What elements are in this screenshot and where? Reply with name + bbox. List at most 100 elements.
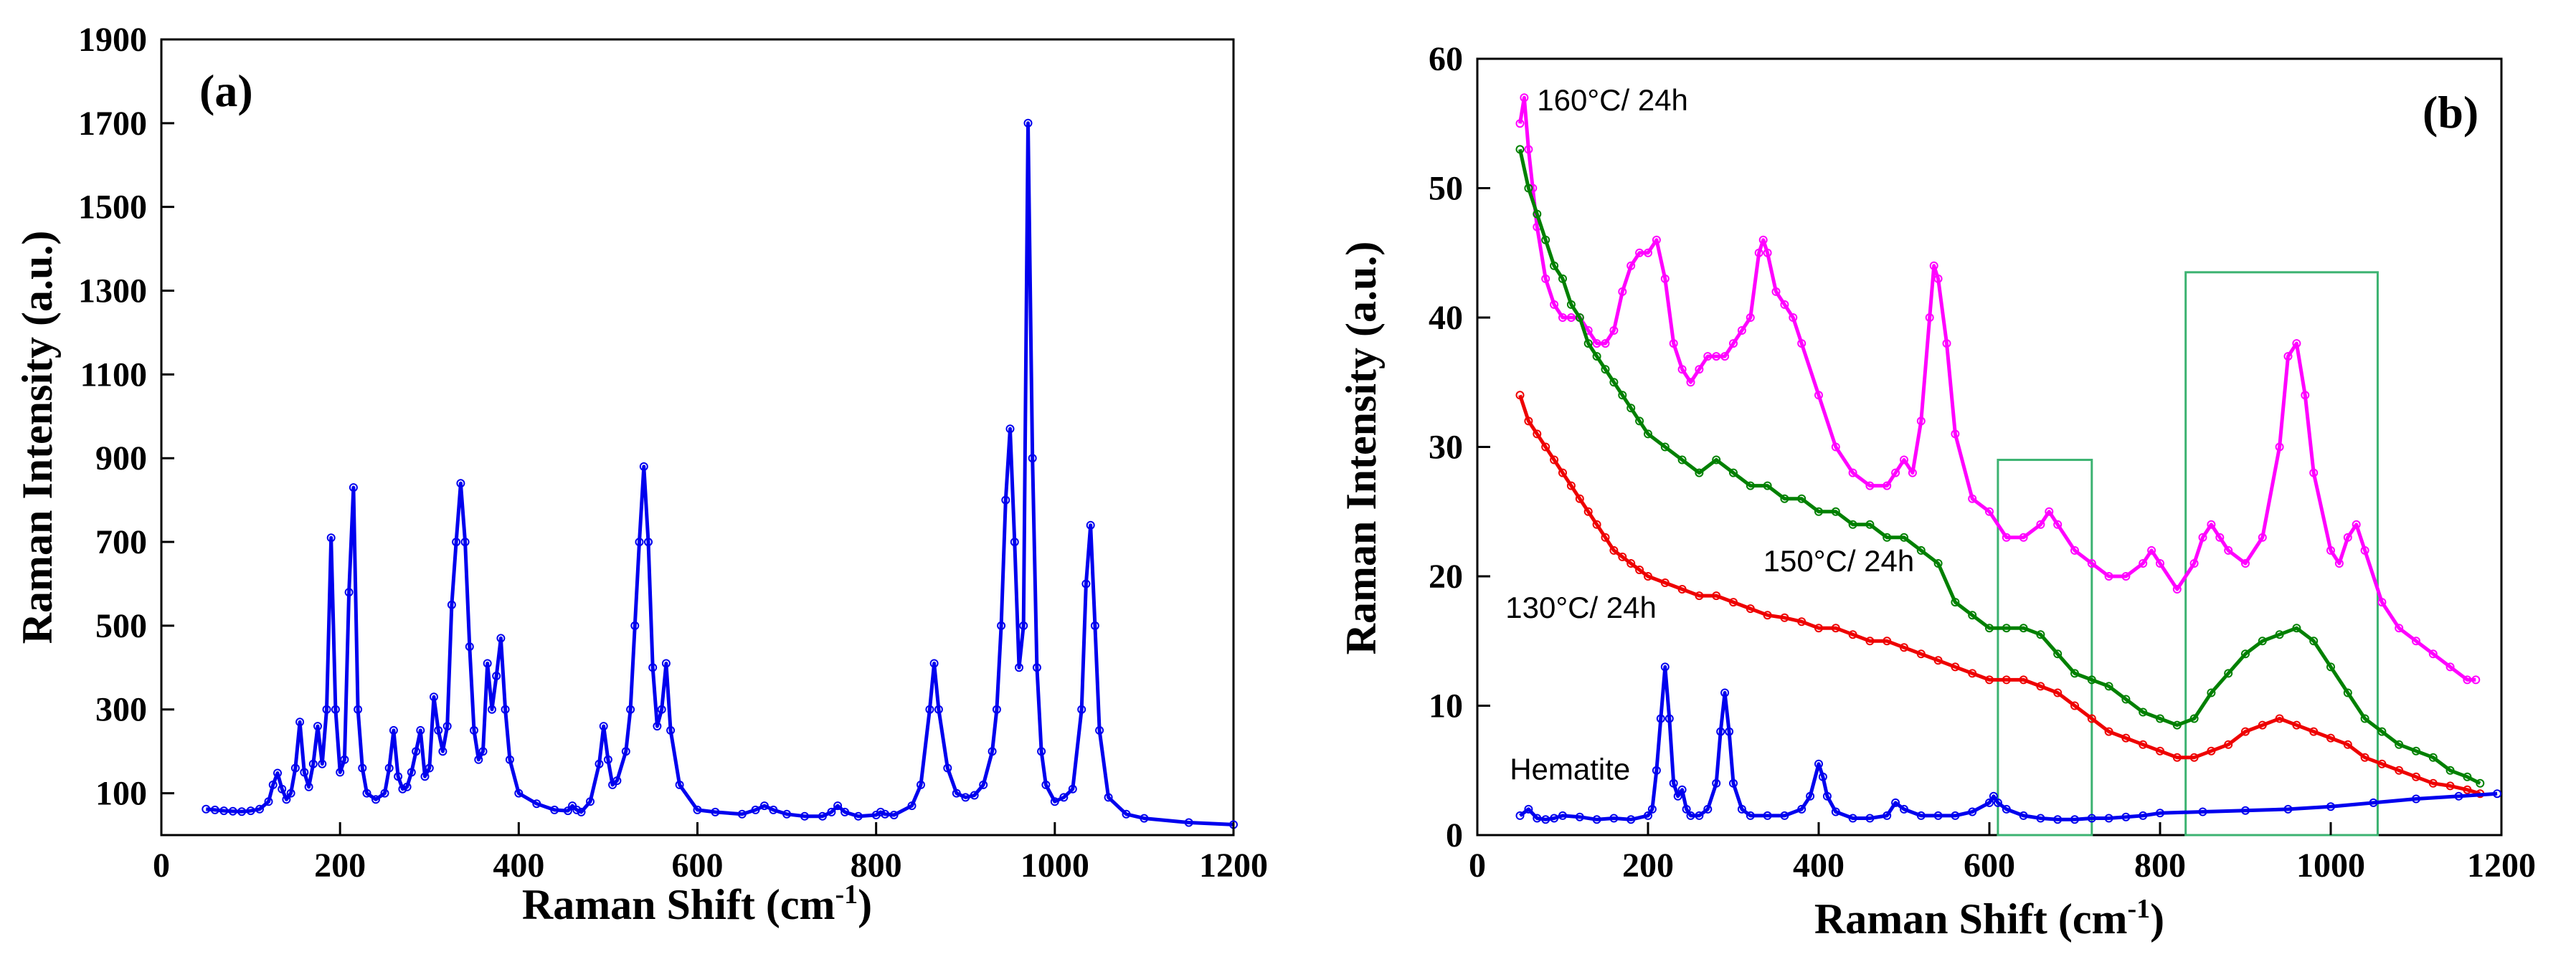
panel-b-data-point [1665, 714, 1674, 723]
panel-a-data-point [295, 718, 305, 727]
panel-b-data-point [2215, 533, 2225, 542]
panel-a-data-point [322, 705, 331, 714]
panel-a-data-point [1104, 793, 1113, 802]
panel-b-data-point [1865, 814, 1875, 823]
panel-b-data-point [2156, 559, 2164, 568]
panel-a-data-point [219, 806, 229, 816]
panel-a-data-point [308, 759, 318, 768]
panel-a-data-point [532, 799, 541, 809]
panel-a-data-point [465, 642, 474, 652]
series-annotation: 160°C/ 24h [1537, 83, 1688, 117]
panel-b-data-point [2445, 781, 2455, 791]
panel-a-data-point [577, 807, 586, 816]
panel-b-data-point [1618, 287, 1627, 296]
panel-b-data-point [2445, 766, 2455, 775]
panel-a-data-point [255, 804, 264, 814]
panel-a-data-point [268, 780, 278, 789]
series-annotation: Hematite [1510, 752, 1630, 786]
panel-a: 0 200 400 600 800 1000 1200 100 300 500 700 900 110… [14, 21, 1268, 928]
panel-a-data-point [1059, 793, 1069, 802]
panel-b-data-point [1797, 494, 1806, 503]
panel-b-data-point [1729, 468, 1738, 477]
panel-b-data-point [1712, 455, 1721, 464]
panel-b-data-point [1695, 591, 1704, 601]
panel-a-data-point [934, 705, 943, 714]
panel-b-data-point [1712, 352, 1721, 361]
highlight-box [2184, 271, 2379, 837]
panel-a-data-point [1019, 621, 1028, 630]
panel-b-data-point [2241, 806, 2250, 815]
panel-b-data-point [1780, 300, 1789, 309]
panel-a-data-point [889, 811, 899, 819]
panel-b-data-point [2053, 815, 2063, 824]
panel-b-data-point [1524, 804, 1533, 814]
series-annotation: 150°C/ 24h [1763, 544, 1915, 578]
panel-b-data-point [2121, 733, 2131, 743]
panel-b-data-point [1703, 352, 1713, 361]
panel-b-data-point [2395, 766, 2404, 775]
panel-b-data-point [2147, 545, 2156, 555]
panel-b-data-point [1712, 591, 1721, 601]
panel-b-data-point [1848, 814, 1857, 823]
panel-b-data-point [1656, 714, 1665, 723]
panel-b-data-point [1900, 455, 1908, 464]
panel-b-data-point [1550, 261, 1559, 270]
panel-b-data-point [1652, 766, 1661, 775]
panel-b-data-point [1592, 815, 1601, 824]
panel-a-data-point [488, 705, 496, 714]
panel-b-y-tick-label: 40 [1429, 299, 1463, 337]
panel-a-data-point [514, 788, 524, 798]
panel-a-y-tick-label: 500 [95, 607, 147, 645]
panel-a-x-tick-label: 1000 [1021, 847, 1089, 885]
panel-b-data-point [1541, 274, 1550, 283]
panel-a-y-tick-label: 1900 [78, 21, 147, 59]
panel-a-data-point [1001, 495, 1010, 505]
panel-a-data-point [661, 659, 671, 668]
panel-b-data-point [2283, 804, 2293, 814]
panel-a-series-group [202, 118, 1238, 829]
panel-a-data-point [420, 772, 430, 781]
panel-b-data-point [2104, 727, 2113, 736]
panel-a-data-point [273, 768, 282, 778]
panel-b-data-point [1737, 326, 1746, 335]
panel-b-data-point [2189, 753, 2199, 762]
panel-a-data-point [693, 805, 702, 814]
panel-b-data-point [1968, 494, 1977, 503]
panel-b-data-point [1566, 300, 1576, 309]
panel-b-data-point [2369, 798, 2378, 807]
panel-b-data-point [1763, 611, 1772, 620]
panel-b-data-point [2087, 814, 2096, 823]
panel-b-data-point [1763, 248, 1772, 257]
panel-a-data-point [1086, 520, 1095, 530]
panel-b-data-point [1968, 807, 1977, 816]
panel-b-data-point [1985, 675, 1994, 685]
panel-a-data-point [840, 807, 850, 816]
panel-a-data-point [666, 725, 676, 735]
panel-b-data-point [2207, 688, 2216, 697]
panel-b-series-group [1515, 93, 2502, 824]
panel-b-data-point [1968, 611, 1977, 620]
panel-b-data-point [1789, 313, 1798, 322]
panel-b-data-point [2002, 804, 2011, 814]
panel-b-data-point [2189, 714, 2199, 723]
panel-b-data-point [1626, 559, 1636, 568]
panel-b-data-point [2036, 682, 2045, 691]
panel-b-data-point [1929, 261, 1938, 270]
panel-a-data-point [943, 763, 952, 773]
panel-b-data-point [2224, 740, 2233, 749]
panel-b-data-point [2019, 811, 2028, 820]
panel-b-data-point [1550, 455, 1559, 464]
panel-b-data-point [2241, 649, 2250, 659]
panel-b-data-point [2343, 533, 2352, 542]
panel-a-y-tick-label: 1100 [80, 356, 147, 394]
panel-b-data-point [2087, 714, 2096, 723]
panel-b-data-point [1712, 778, 1721, 788]
panel-b-data-point [2104, 572, 2113, 581]
panel-a-data-point [992, 705, 1001, 714]
panel-b-data-point [1831, 624, 1840, 633]
series-annotation: 130°C/ 24h [1505, 591, 1657, 624]
panel-b-data-point [1695, 811, 1704, 820]
panel-a-data-point [907, 801, 917, 811]
panel-a-data-point [326, 533, 336, 543]
